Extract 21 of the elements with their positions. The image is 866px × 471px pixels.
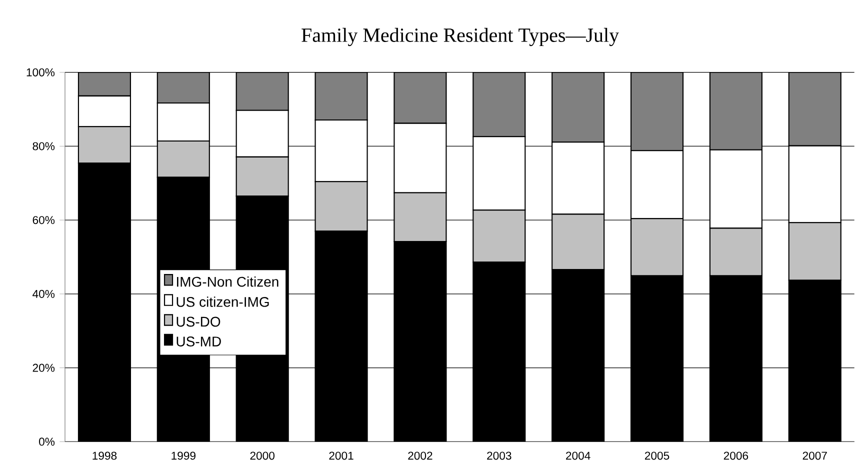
x-tick-label: 1998 <box>92 452 117 460</box>
x-tick-label: 2005 <box>644 452 670 460</box>
x-tick-label: 2004 <box>566 452 590 460</box>
y-tick-label: 100% <box>26 68 55 76</box>
chart-title: Family Medicine Resident Types—July <box>302 28 619 46</box>
x-tick-label: 2002 <box>408 452 432 460</box>
y-tick-label: 0% <box>39 438 55 446</box>
y-tick-label: 20% <box>32 364 55 372</box>
x-tick-label: 2000 <box>250 452 274 460</box>
legend-label: US citizen-IMG <box>176 296 269 307</box>
legend-label: IMG-Non Citizen <box>177 276 278 287</box>
x-tick-label: 1999 <box>172 452 196 460</box>
y-tick-label: 60% <box>32 216 55 224</box>
x-tick-label: 2001 <box>329 452 354 460</box>
x-tick-label: 2003 <box>487 452 512 460</box>
x-tick-label: 2006 <box>724 452 748 460</box>
legend-label: US-DO <box>176 316 220 327</box>
y-tick-label: 80% <box>32 142 55 150</box>
x-tick-label: 2007 <box>802 452 827 460</box>
legend-label: US-MD <box>176 336 221 346</box>
y-tick-label: 40% <box>32 290 55 298</box>
